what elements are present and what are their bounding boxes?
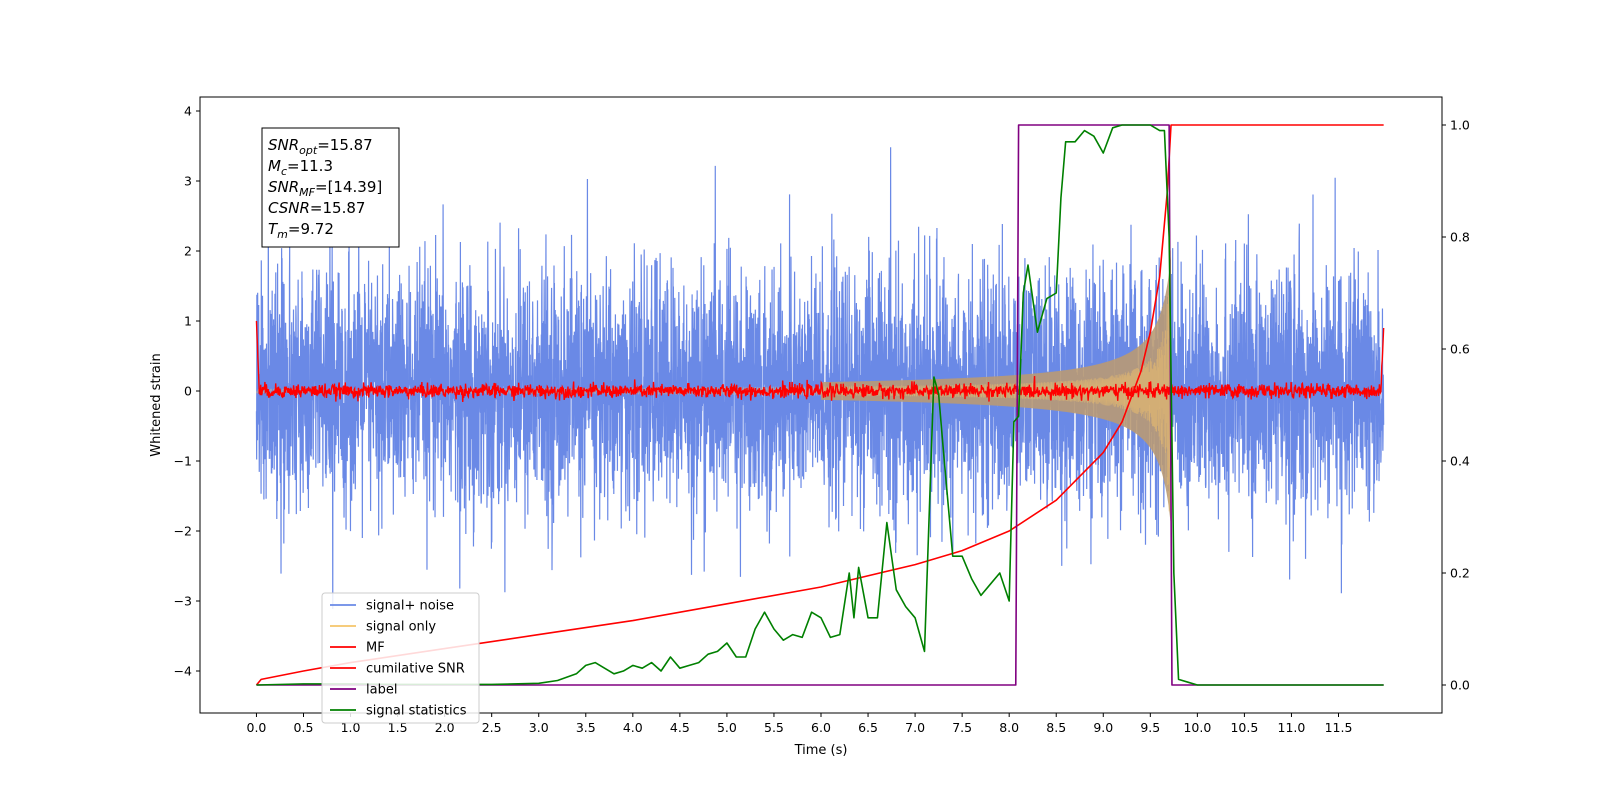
annotation-line: CSNR=15.87 bbox=[268, 199, 365, 217]
legend-label: signal+ noise bbox=[366, 599, 454, 614]
y2-tick-label: 0.8 bbox=[1450, 230, 1470, 245]
x-tick-label: 8.5 bbox=[1046, 720, 1066, 735]
y-tick-label: −1 bbox=[174, 454, 192, 469]
x-tick-label: 11.0 bbox=[1278, 720, 1306, 735]
annotation-frame bbox=[261, 127, 400, 248]
series-signal-statistics-line bbox=[256, 124, 1384, 686]
legend: signal+ noise signal only MF cumilative SNR… bbox=[321, 592, 480, 724]
x-tick-label: 9.5 bbox=[1140, 720, 1160, 735]
legend-entry-signal-statistics: signal statistics bbox=[330, 704, 467, 719]
y2-tick-label: 0.0 bbox=[1450, 678, 1470, 693]
y-tick-label: −4 bbox=[174, 664, 192, 679]
annotation-line: SNRopt=15.87 bbox=[268, 136, 373, 157]
x-tick-label: 0.5 bbox=[294, 720, 314, 735]
annotation-line: SNRMF=[14.39] bbox=[268, 178, 382, 199]
x-axis-label: Time (s) bbox=[794, 743, 848, 758]
legend-entry-mf: MF bbox=[330, 641, 385, 656]
y-tick-label: 2 bbox=[184, 244, 192, 259]
y-tick-label: 1 bbox=[184, 314, 192, 329]
x-tick-label: 6.0 bbox=[811, 720, 831, 735]
annotation-line: Mc=11.3 bbox=[268, 157, 333, 178]
y-tick-label: −2 bbox=[174, 524, 192, 539]
y-tick-label: 0 bbox=[184, 384, 192, 399]
x-tick-label: 10.0 bbox=[1183, 720, 1211, 735]
y-tick-label: 3 bbox=[184, 174, 192, 189]
legend-entry-cumilative-snr: cumilative SNR bbox=[330, 662, 465, 677]
x-tick-label: 3.5 bbox=[576, 720, 596, 735]
x-tick-label: 1.0 bbox=[341, 720, 361, 735]
y2-tick-label: 0.6 bbox=[1450, 342, 1470, 357]
legend-label: signal only bbox=[366, 620, 436, 635]
legend-entry-signal-only: signal only bbox=[330, 620, 436, 635]
legend-label: label bbox=[366, 683, 397, 698]
annotation-box: SNRopt=15.87Mc=11.3SNRMF=[14.39]CSNR=15.… bbox=[261, 127, 400, 248]
x-tick-label: 3.0 bbox=[529, 720, 549, 735]
y-tick-label: 4 bbox=[184, 104, 192, 119]
x-tick-label: 11.5 bbox=[1325, 720, 1353, 735]
series-mf-line bbox=[255, 320, 1385, 402]
x-tick-label: 0.0 bbox=[247, 720, 267, 735]
x-tick-label: 8.0 bbox=[999, 720, 1019, 735]
y-tick-label: −3 bbox=[174, 594, 192, 609]
legend-frame bbox=[321, 592, 480, 724]
axes: 0.0 0.5 1.0 1.5 2.0 2.5 3.0 3.5 4.0 4.5 5.0 5.5 6.0 6… bbox=[149, 96, 1470, 758]
annotation-line: Tm=9.72 bbox=[268, 220, 334, 241]
x-tick-label: 5.0 bbox=[717, 720, 737, 735]
legend-label: MF bbox=[366, 641, 385, 656]
y-axis-label: Whitened strain bbox=[149, 353, 164, 456]
legend-label: cumilative SNR bbox=[366, 662, 465, 677]
x-tick-label: 4.5 bbox=[670, 720, 690, 735]
x-tick-label: 6.5 bbox=[858, 720, 878, 735]
legend-entry-signal-noise: signal+ noise bbox=[330, 599, 454, 614]
y2-tick-label: 0.2 bbox=[1450, 566, 1470, 581]
x-tick-label: 7.0 bbox=[905, 720, 925, 735]
x-tick-label: 5.5 bbox=[764, 720, 784, 735]
x-tick-label: 10.5 bbox=[1230, 720, 1258, 735]
x-tick-label: 2.5 bbox=[482, 720, 502, 735]
legend-entry-label: label bbox=[330, 683, 397, 698]
series-signal-noise-line bbox=[255, 147, 1385, 610]
x-tick-label: 4.0 bbox=[623, 720, 643, 735]
x-tick-label: 7.5 bbox=[952, 720, 972, 735]
legend-label: signal statistics bbox=[366, 704, 467, 719]
x-tick-label: 9.0 bbox=[1093, 720, 1113, 735]
y2-tick-label: 1.0 bbox=[1450, 118, 1470, 133]
x-tick-label: 2.0 bbox=[435, 720, 455, 735]
x-tick-label: 1.5 bbox=[388, 720, 408, 735]
y2-tick-label: 0.4 bbox=[1450, 454, 1470, 469]
